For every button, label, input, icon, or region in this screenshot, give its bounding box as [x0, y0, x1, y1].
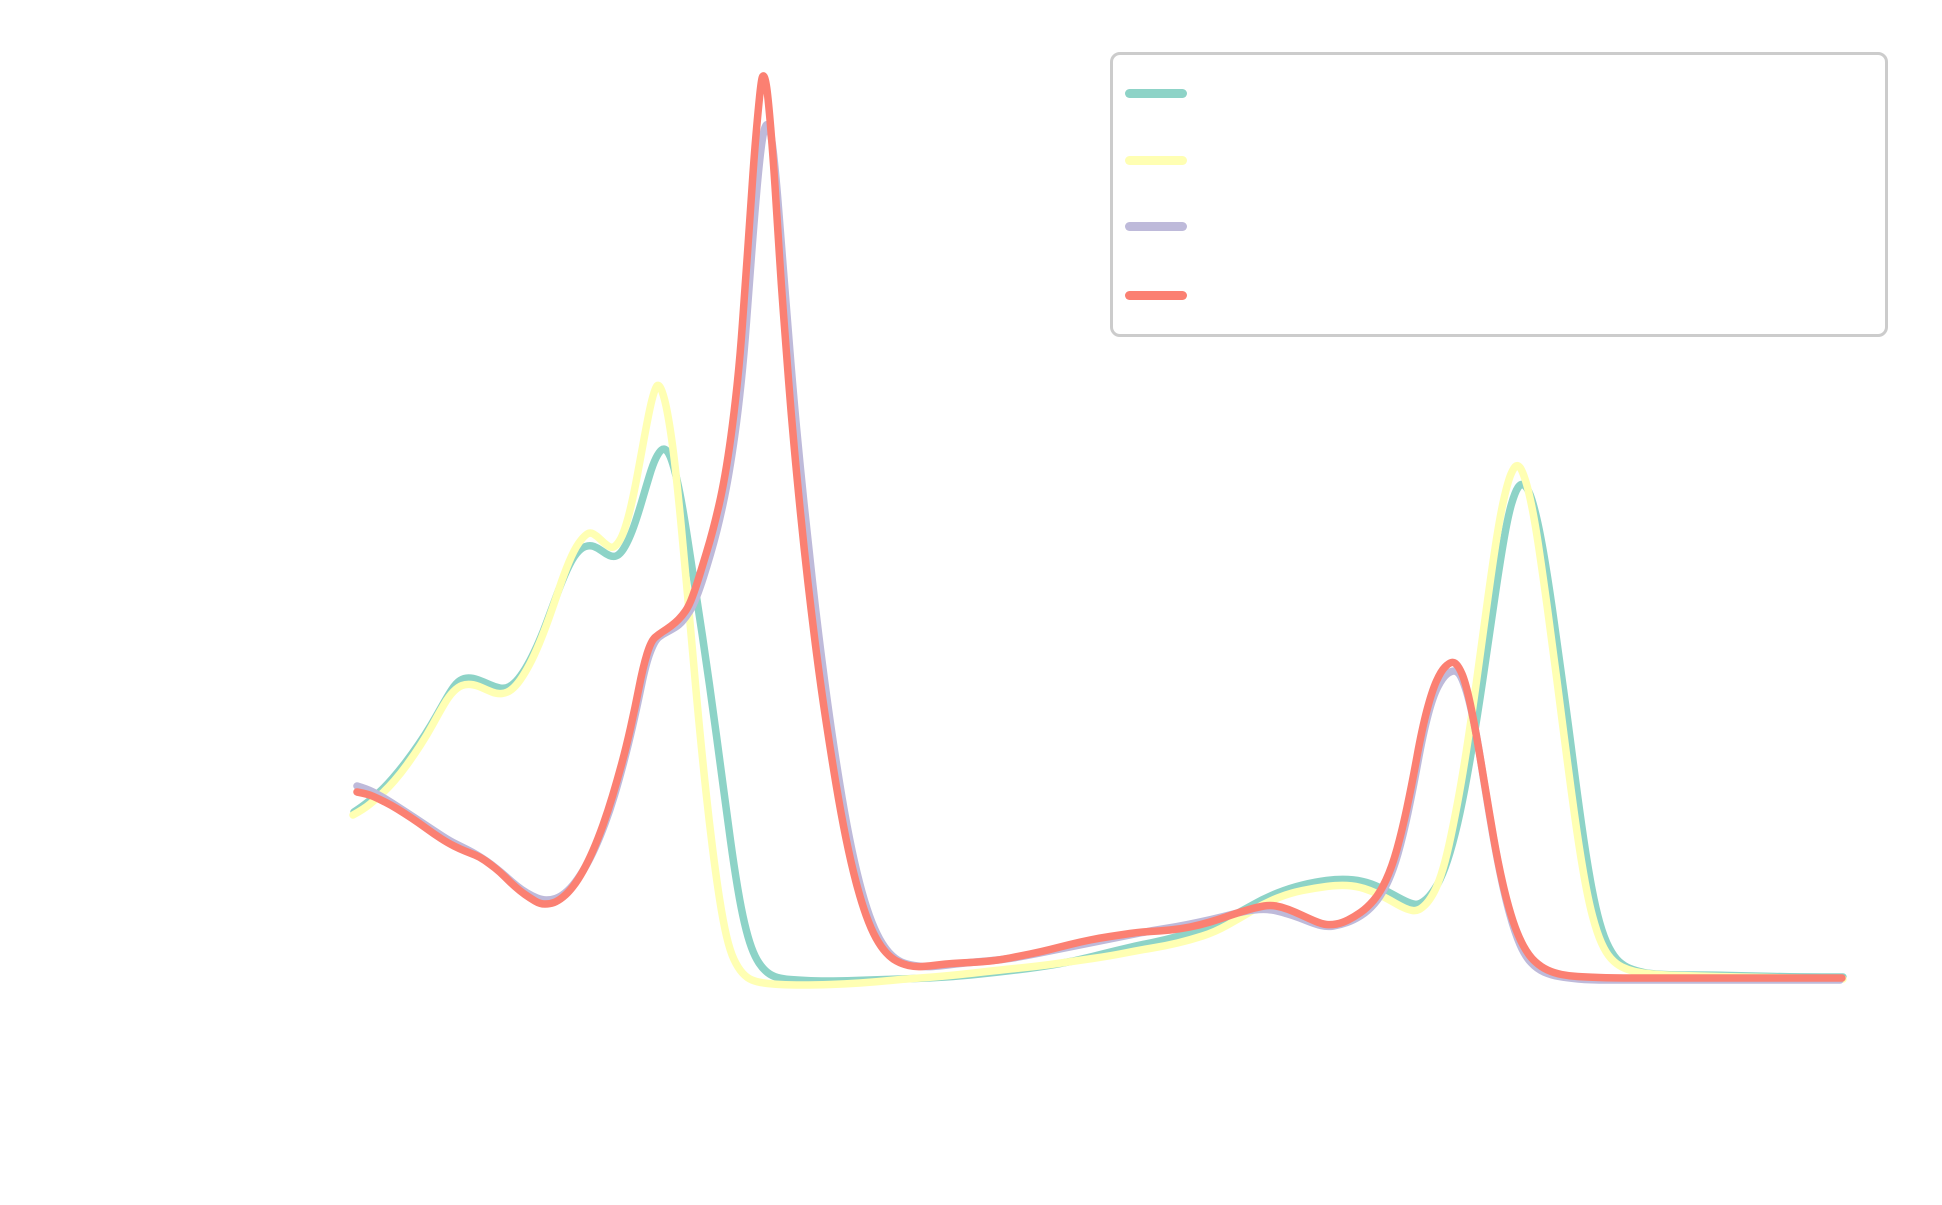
curve-salmon-series: [353, 72, 1846, 982]
legend-swatch-salmon-series: [1125, 291, 1187, 300]
legend-swatch-yellow-series: [1125, 156, 1187, 165]
legend-swatch-teal-series: [1125, 89, 1187, 98]
curve-yellow-series: [349, 381, 1847, 989]
curve-teal-series: [350, 445, 1847, 985]
legend-swatch-lavender-series: [1125, 222, 1187, 231]
legend: [1110, 52, 1888, 337]
